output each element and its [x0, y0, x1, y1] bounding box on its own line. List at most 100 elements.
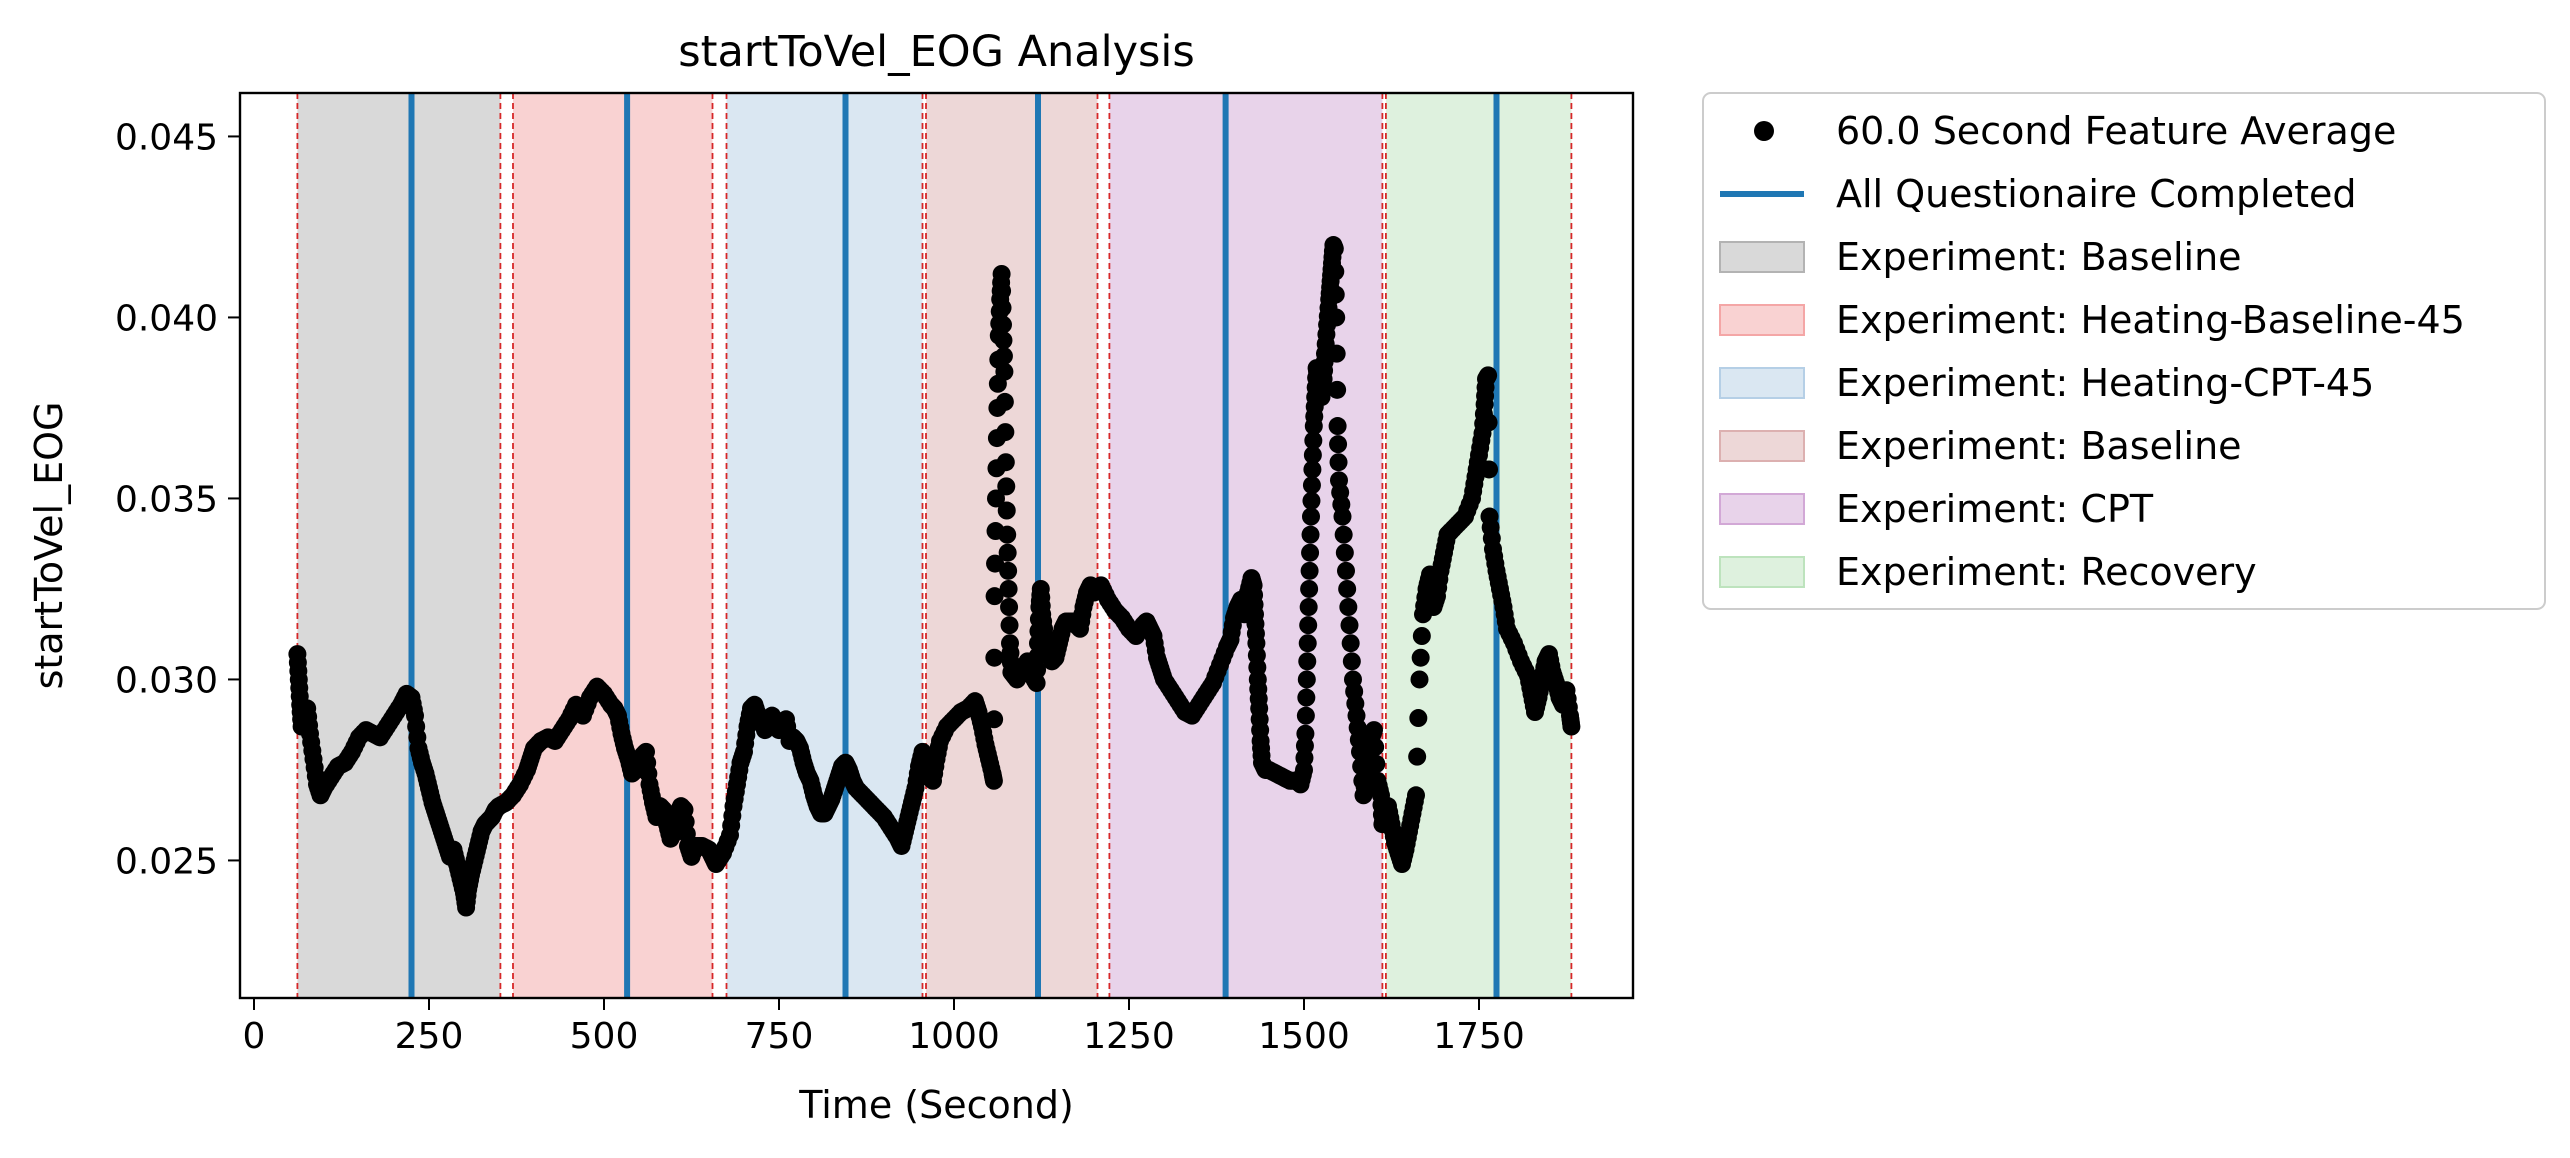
- x-tick-label: 1250: [1083, 1016, 1175, 1057]
- data-point: [985, 587, 1004, 606]
- data-point: [993, 281, 1012, 300]
- data-point: [987, 489, 1005, 508]
- data-point: [1367, 754, 1386, 773]
- data-point: [1000, 616, 1019, 635]
- x-tick-label: 0: [243, 1016, 266, 1057]
- data-point: [1366, 738, 1385, 757]
- data-point: [1297, 688, 1316, 707]
- data-point: [1298, 652, 1317, 671]
- data-point: [1410, 670, 1429, 689]
- y-axis-ticks: 0.025 0.030 0.035 0.040 0.045: [115, 117, 240, 882]
- data-point: [1411, 648, 1430, 667]
- data-point: [1408, 747, 1427, 766]
- data-point: [1329, 435, 1348, 454]
- data-point: [1328, 380, 1347, 399]
- data-point: [1407, 786, 1425, 805]
- data-point: [1302, 476, 1321, 495]
- phase-bands: [297, 93, 1572, 998]
- phase-band: [513, 93, 713, 998]
- data-point: [1297, 670, 1316, 689]
- data-point: [1302, 491, 1321, 510]
- x-tick-label: 750: [745, 1016, 814, 1057]
- data-point: [998, 525, 1017, 544]
- data-point: [1027, 674, 1046, 693]
- data-point: [1327, 308, 1346, 327]
- data-point: [992, 265, 1011, 283]
- data-point: [1296, 724, 1315, 743]
- data-point: [1302, 507, 1320, 526]
- data-point: [1334, 525, 1353, 544]
- legend-swatch: [1719, 304, 1805, 336]
- legend-label: Experiment: Recovery: [1836, 550, 2257, 594]
- data-point: [995, 362, 1014, 381]
- data-point: [1328, 417, 1347, 436]
- data-point: [985, 648, 1004, 667]
- legend-label: Experiment: CPT: [1836, 487, 2154, 531]
- x-tick-label: 1000: [908, 1016, 1000, 1057]
- data-point: [998, 543, 1017, 562]
- data-point: [1479, 366, 1498, 385]
- data-point: [1480, 460, 1499, 479]
- data-point: [1341, 634, 1360, 653]
- legend: 60.0 Second Feature Average All Questiona…: [1702, 92, 2546, 610]
- data-point: [996, 423, 1015, 442]
- y-tick-label: 0.025: [115, 841, 218, 882]
- data-point: [1304, 431, 1323, 450]
- data-point: [1340, 616, 1359, 635]
- data-point: [1028, 660, 1047, 679]
- data-point: [994, 331, 1013, 350]
- legend-label: 60.0 Second Feature Average: [1836, 109, 2396, 153]
- legend-label: Experiment: Heating-Baseline-45: [1836, 298, 2465, 342]
- data-point: [1339, 598, 1358, 617]
- data-point: [1000, 598, 1019, 617]
- x-axis-ticks: 0 250 500 750 1000 1250 1500 1750: [243, 998, 1525, 1057]
- data-point: [1298, 634, 1317, 653]
- legend-swatch: [1719, 241, 1805, 273]
- plot-frame: [238, 91, 1635, 1000]
- data-point: [994, 347, 1013, 366]
- data-point: [997, 477, 1016, 496]
- data-point: [984, 771, 1003, 790]
- y-tick-label: 0.035: [115, 479, 218, 520]
- legend-box: [1702, 92, 2546, 610]
- data-point: [1325, 239, 1344, 258]
- legend-marker: [1754, 121, 1774, 141]
- data-point: [994, 315, 1012, 334]
- data-point: [1301, 543, 1320, 562]
- phase-band: [297, 93, 501, 998]
- data-point: [1299, 616, 1318, 635]
- data-point: [1337, 561, 1355, 580]
- data-point: [1326, 262, 1345, 281]
- data-point: [993, 298, 1012, 317]
- data-point: [1303, 446, 1322, 464]
- data-point: [1303, 460, 1322, 479]
- data-point: [1365, 721, 1383, 740]
- data-point: [996, 453, 1015, 472]
- legend-swatch: [1719, 430, 1805, 462]
- data-point: [1409, 709, 1428, 728]
- phase-band: [726, 93, 923, 998]
- y-axis-label: startToVel_EOG: [27, 402, 71, 690]
- legend-swatch: [1719, 367, 1805, 399]
- data-point: [1333, 507, 1352, 526]
- data-point: [1300, 579, 1319, 598]
- data-point: [1562, 717, 1581, 736]
- feature-average-points: [288, 236, 1581, 917]
- phase-band: [1385, 93, 1572, 998]
- data-point: [1327, 344, 1346, 363]
- data-point: [1412, 627, 1431, 645]
- y-tick-label: 0.030: [115, 660, 218, 701]
- legend-label: Experiment: Baseline: [1836, 424, 2242, 468]
- data-point: [999, 561, 1018, 580]
- legend-label: Experiment: Heating-CPT-45: [1836, 361, 2374, 405]
- data-point: [1479, 413, 1498, 432]
- x-tick-label: 1500: [1258, 1016, 1350, 1057]
- data-point: [1296, 706, 1315, 725]
- data-point: [999, 579, 1018, 598]
- x-tick-label: 250: [395, 1016, 464, 1057]
- data-point: [1301, 525, 1320, 544]
- data-point: [997, 501, 1016, 520]
- legend-swatch: [1719, 556, 1805, 588]
- data-point: [1338, 579, 1357, 598]
